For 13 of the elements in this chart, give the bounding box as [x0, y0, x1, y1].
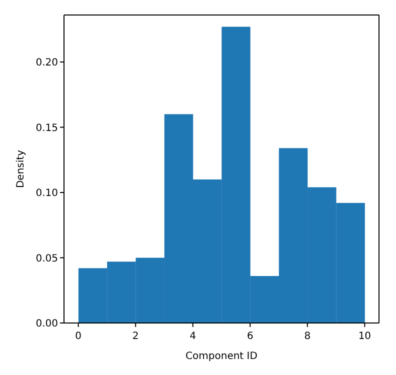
x-tick-label: 10: [358, 331, 372, 342]
y-tick-label: 0.20: [36, 58, 58, 69]
x-tick-label: 2: [132, 331, 139, 342]
y-tick-label: 0.15: [36, 122, 58, 134]
y-tick-label: 0.05: [36, 253, 58, 264]
x-tick-label: 4: [190, 331, 196, 342]
y-axis-title: Density: [16, 150, 27, 188]
x-tick-label: 6: [246, 331, 254, 342]
x-tick-label: 0: [75, 331, 82, 342]
y-tick-label: 0.10: [36, 188, 58, 200]
x-tick-label: 8: [304, 331, 311, 342]
y-tick-label: 0.00: [36, 318, 58, 330]
x-axis-title: Component ID: [186, 351, 258, 362]
